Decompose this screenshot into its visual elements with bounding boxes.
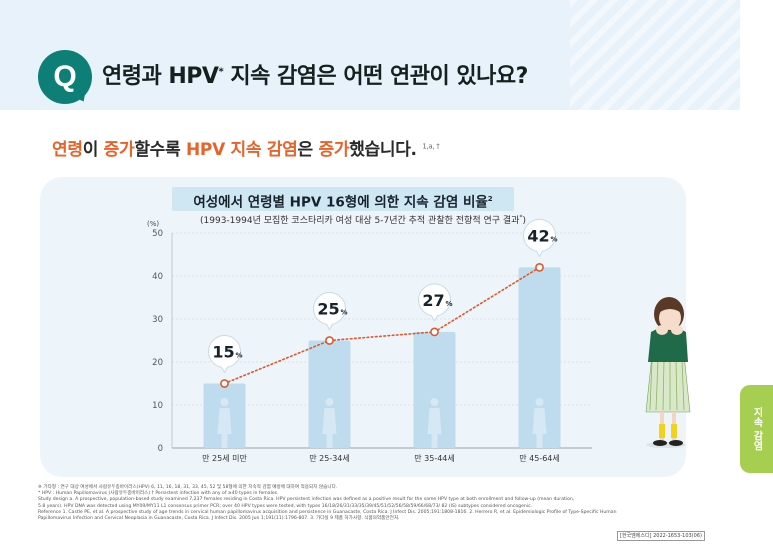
value-label: 42	[527, 226, 549, 245]
value-badge: 15%	[208, 335, 243, 374]
x-tick-label: 만 25-34세	[309, 454, 350, 463]
value-badge-tail	[324, 322, 335, 331]
trend-point	[430, 327, 439, 337]
bar	[203, 383, 246, 448]
silhouette-body	[532, 408, 547, 448]
x-tick-label: 만 25세 미만	[202, 454, 247, 463]
y-tick-label: 50	[152, 229, 163, 239]
footnote-6: Papillomavirus Infection and Cervical Ne…	[38, 516, 400, 522]
q-letter: Q	[53, 60, 77, 93]
footnote-1: ※ 기타형 : 연구 대상 여성에서 사람유두종바이러스(HPV) 6, 11,…	[38, 485, 338, 490]
chart-subtitle-sup: *	[519, 214, 523, 221]
footnote-2: * HPV : Human Papillomavirus (사람유두종바이러스)…	[38, 491, 279, 497]
footnote-4: 5.8 years). HPV DNA was detected using M…	[38, 503, 533, 509]
silhouette-head	[325, 398, 334, 406]
value-badge-mask	[324, 319, 335, 324]
question-title: 연령과 HPV* 지속 감염은 어떤 연관이 있나요?	[102, 58, 528, 90]
chart-panel	[40, 177, 686, 477]
footnote-5: Reference 1. Castle PE, et al. A prospec…	[38, 509, 617, 515]
trend-point	[325, 336, 334, 345]
footnote-3: Study design a. A prospective, populatio…	[38, 497, 575, 503]
headline-age: 연령	[52, 140, 83, 160]
value-badge-mask	[534, 246, 545, 251]
headline: 연령이 증가할수록 HPV 지속 감염은 증가했습니다. 1,a, †	[52, 135, 440, 160]
y-tick-label: 30	[152, 315, 163, 325]
girl-illustration	[645, 297, 691, 448]
value-unit: %	[341, 309, 348, 317]
bar-silhouette-icon	[532, 398, 547, 448]
bar-silhouette-icon	[427, 398, 442, 448]
value-badge-mask	[219, 362, 230, 367]
value-badge: 25%	[313, 292, 348, 331]
headline-part8: 했습니다.	[349, 140, 417, 160]
header-stripes	[570, 0, 740, 110]
value-unit: %	[551, 235, 558, 243]
headline-refs: 1,a, †	[422, 142, 440, 151]
value-label: 27	[422, 291, 444, 310]
trend-point	[535, 262, 544, 272]
y-axis-unit: (%)	[147, 220, 159, 228]
chart-title-text: 여성에서 연령별 HPV 16형에 의한 지속 감염 비율	[193, 194, 488, 211]
value-badge-mask	[429, 310, 440, 315]
headline-part2: 이	[82, 140, 104, 160]
headline-part6: 은	[297, 140, 319, 160]
bar	[308, 340, 351, 448]
value-badge-tail	[429, 313, 440, 322]
footnotes: ※ 기타형 : 연구 대상 여성에서 사람유두종바이러스(HPV) 6, 11,…	[38, 485, 698, 522]
chart-layer: (%) 0 10 20 30 40 50 만 25세 미만 만 25-34세 만 35-44세 만 …	[147, 218, 592, 463]
trend-line	[223, 266, 541, 385]
value-badge-tail	[219, 365, 230, 374]
silhouette-head	[535, 398, 544, 406]
chart-subtitle-text: (1993-1994년 모집한 코스타리카 여성 대상 5-7년간 추적 관찰한…	[200, 216, 520, 226]
y-tick-label: 0	[158, 444, 163, 454]
header-banner	[0, 0, 740, 110]
value-unit: %	[236, 352, 243, 360]
y-tick-label: 20	[152, 358, 163, 368]
bar-silhouette-icon	[217, 398, 232, 448]
bar-silhouette-icon	[322, 398, 337, 448]
bar	[518, 267, 561, 448]
trend-point	[220, 379, 229, 388]
question-sup: *	[218, 66, 224, 78]
chart-subtitle: (1993-1994년 모집한 코스타리카 여성 대상 5-7년간 추적 관찰한…	[200, 213, 526, 226]
chart-subtitle-end: )	[522, 216, 526, 226]
bar	[413, 331, 456, 448]
silhouette-body	[427, 408, 442, 448]
value-label: 15	[212, 343, 234, 362]
value-label: 25	[317, 300, 339, 319]
question-text-tail: 지속 감염은 어떤 연관이 있나요?	[223, 64, 528, 89]
silhouette-body	[322, 408, 337, 448]
x-tick-label: 만 35-44세	[414, 454, 455, 463]
headline-increase-1: 증가	[103, 140, 135, 160]
value-unit: %	[446, 300, 453, 308]
headline-part4: 할수록	[134, 140, 186, 160]
value-badge: 27%	[418, 283, 453, 322]
x-tick-label: 만 45-64세	[519, 454, 560, 463]
y-tick-label: 10	[152, 401, 163, 411]
headline-hpv: HPV 지속 감염	[185, 140, 298, 160]
side-tab-label: 지속 감염	[751, 407, 762, 451]
value-badge-tail	[534, 248, 545, 258]
chart-title: 여성에서 연령별 HPV 16형에 의한 지속 감염 비율2	[172, 187, 514, 211]
approval-code: [한국엠에스디] 2022-1653-103(06)	[617, 531, 705, 541]
silhouette-head	[220, 398, 229, 406]
silhouette-head	[430, 398, 439, 406]
silhouette-body	[217, 408, 232, 448]
q-badge	[38, 50, 92, 104]
value-badge: 42%	[523, 218, 558, 258]
chart-title-sup: 2	[487, 195, 493, 203]
side-tab[interactable]: 지속 감염	[740, 385, 773, 473]
headline-increase-2: 증가	[318, 140, 350, 160]
question-text: 연령과 HPV	[102, 64, 219, 89]
y-tick-label: 40	[152, 272, 163, 282]
